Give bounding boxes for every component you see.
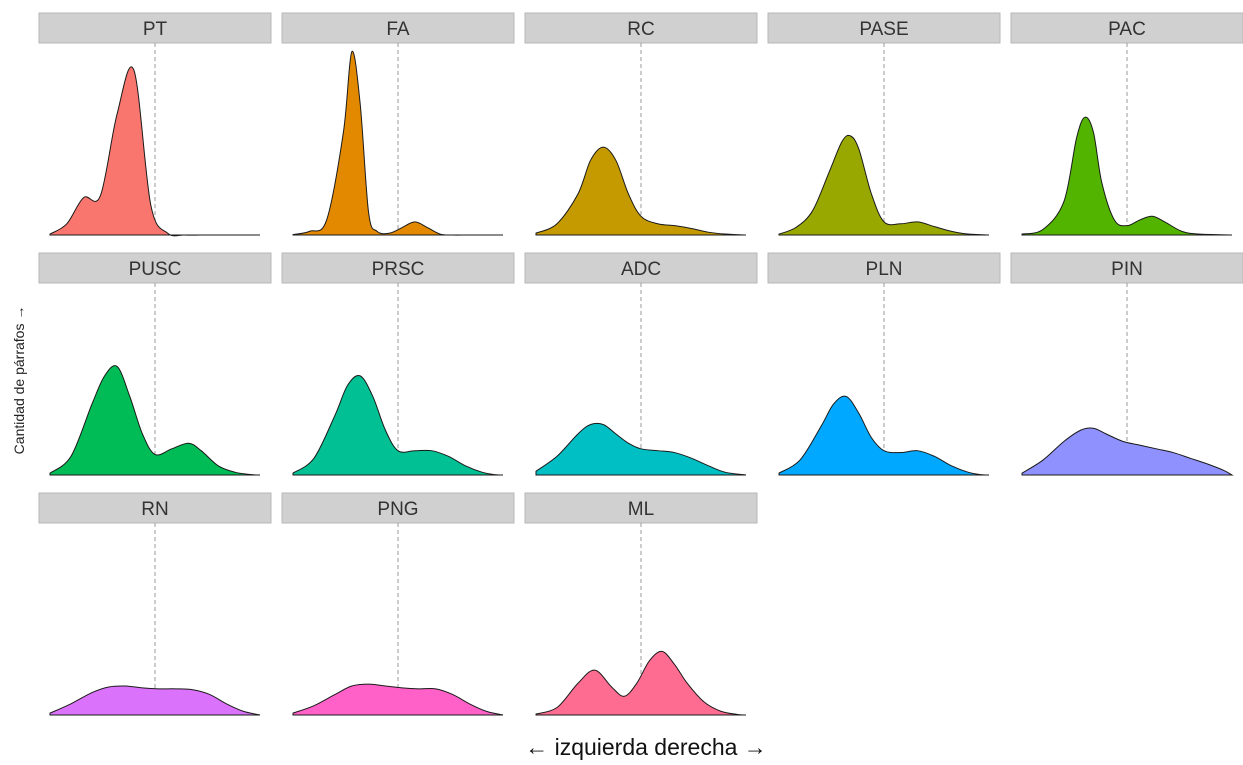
density-area-pac: [1021, 116, 1233, 236]
strip-header-ml: [524, 492, 758, 524]
strip-header-rc: [524, 12, 758, 44]
strip-label-png: PNG: [377, 499, 418, 520]
density-area-ml: [535, 650, 747, 716]
strip-label-pac: PAC: [1108, 19, 1146, 40]
strip-label-pase: PASE: [859, 19, 908, 40]
strip-header-rn: [38, 492, 272, 524]
density-area-pusc: [49, 365, 261, 476]
density-area-rn: [49, 685, 261, 716]
density-area-pt: [49, 66, 260, 237]
strip-label-pt: PT: [143, 19, 168, 40]
panel-ml: ML: [524, 492, 758, 716]
strip-label-fa: FA: [386, 19, 410, 40]
panel-pt: PT: [38, 12, 272, 237]
strip-header-pase: [767, 12, 1001, 44]
panel-rn: RN: [38, 492, 272, 716]
strip-header-pusc: [38, 252, 272, 284]
density-area-png: [292, 683, 504, 716]
strip-label-adc: ADC: [621, 259, 661, 280]
density-area-fa: [292, 51, 503, 236]
strip-header-pin: [1010, 252, 1243, 284]
panel-pac: PAC: [1010, 12, 1243, 236]
density-area-pase: [778, 134, 990, 236]
panel-pusc: PUSC: [38, 252, 272, 476]
strip-label-pusc: PUSC: [129, 259, 182, 280]
density-area-prsc: [292, 374, 504, 476]
panel-fa: FA: [281, 12, 515, 236]
panels-layer: PT FA RC PASE PAC PUSC PRSC ADC PLN PIN RN PNG ML: [38, 12, 1243, 716]
density-area-adc: [535, 422, 747, 476]
panel-png: PNG: [281, 492, 515, 716]
strip-label-rn: RN: [141, 499, 168, 520]
strip-label-pln: PLN: [866, 259, 903, 280]
panel-prsc: PRSC: [281, 252, 515, 476]
panel-pln: PLN: [767, 252, 1001, 476]
strip-header-png: [281, 492, 515, 524]
strip-header-pac: [1010, 12, 1243, 44]
y-axis-title: Cantidad de párrafos →: [11, 306, 27, 455]
panel-pin: PIN: [1010, 252, 1243, 476]
strip-label-pin: PIN: [1111, 259, 1143, 280]
density-area-pin: [1021, 427, 1234, 476]
panel-pase: PASE: [767, 12, 1001, 236]
panel-rc: RC: [524, 12, 758, 236]
density-area-pln: [778, 395, 990, 476]
strip-header-pt: [38, 12, 272, 44]
x-axis-title: ← izquierda derecha →: [525, 734, 767, 760]
strip-label-prsc: PRSC: [372, 259, 425, 280]
density-area-rc: [535, 146, 747, 236]
panel-adc: ADC: [524, 252, 758, 476]
strip-label-rc: RC: [627, 19, 654, 40]
strip-header-pln: [767, 252, 1001, 284]
strip-label-ml: ML: [628, 499, 654, 520]
strip-header-prsc: [281, 252, 515, 284]
